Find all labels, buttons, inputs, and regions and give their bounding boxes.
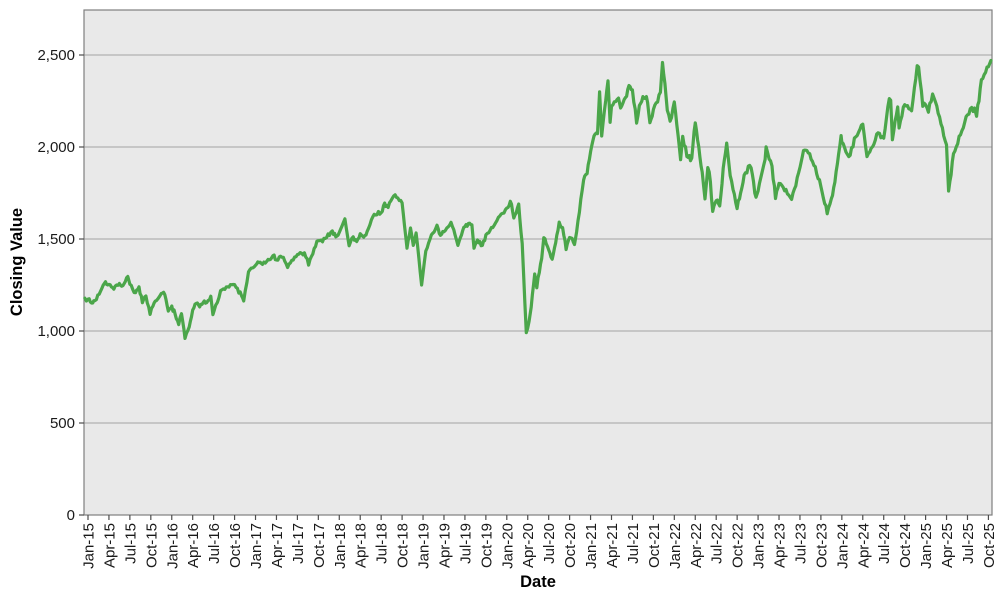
y-axis-title: Closing Value — [8, 208, 26, 316]
series-line-closing-value — [83, 58, 993, 340]
plot-border — [83, 9, 993, 516]
x-tick-label: Jan-19 — [416, 523, 433, 569]
x-tick-label: Apr-21 — [604, 523, 621, 568]
x-tick-label: Jul-21 — [625, 523, 642, 564]
x-tick-label: Oct-20 — [562, 523, 579, 568]
x-tick-label: Jan-25 — [918, 523, 935, 569]
x-tick-label: Jul-20 — [541, 523, 558, 564]
x-tick-label: Oct-17 — [311, 523, 328, 568]
x-tick-label: Apr-20 — [520, 523, 537, 568]
x-tick-label: Jul-25 — [960, 523, 977, 564]
x-tick-label: Oct-21 — [646, 523, 663, 568]
x-tick-label: Oct-19 — [478, 523, 495, 568]
y-tick-label: 0 — [67, 507, 75, 524]
x-tick-label: Oct-16 — [227, 523, 244, 568]
x-tick-label: Jul-18 — [374, 523, 391, 564]
x-tick-label: Apr-16 — [185, 523, 202, 568]
x-tick-label: Apr-19 — [436, 523, 453, 568]
x-tick-label: Jan-24 — [834, 523, 851, 569]
y-tick-label: 2,500 — [37, 47, 75, 64]
x-tick-label: Jan-23 — [751, 523, 768, 569]
x-tick-label: Jul-16 — [206, 523, 223, 564]
x-tick-label: Apr-25 — [939, 523, 956, 568]
x-tick-label: Jul-17 — [290, 523, 307, 564]
x-tick-label: Oct-24 — [897, 523, 914, 568]
x-tick-label: Apr-15 — [101, 523, 118, 568]
x-tick-label: Jan-22 — [667, 523, 684, 569]
x-tick-label: Jul-19 — [457, 523, 474, 564]
x-tick-label: Oct-22 — [730, 523, 747, 568]
x-tick-label: Apr-23 — [772, 523, 789, 568]
y-tick-label: 1,500 — [37, 231, 75, 248]
x-tick-label: Oct-18 — [395, 523, 412, 568]
x-tick-label: Jul-22 — [709, 523, 726, 564]
x-tick-label: Jan-17 — [248, 523, 265, 569]
x-tick-label: Jul-23 — [792, 523, 809, 564]
x-tick-label: Apr-17 — [269, 523, 286, 568]
x-tick-label: Oct-23 — [813, 523, 830, 568]
x-axis-title: Date — [520, 573, 556, 591]
x-tick-label: Jan-20 — [499, 523, 516, 569]
x-tick-label: Apr-24 — [855, 523, 872, 568]
x-tick-label: Jan-21 — [583, 523, 600, 569]
y-tick-label: 500 — [50, 415, 75, 432]
x-tick-label: Jan-16 — [164, 523, 181, 569]
x-tick-label: Apr-22 — [688, 523, 705, 568]
y-tick-label: 1,000 — [37, 323, 75, 340]
y-tick-label: 2,000 — [37, 139, 75, 156]
x-tick-label: Jan-15 — [81, 523, 98, 569]
plot-background — [84, 10, 992, 515]
x-tick-label: Jul-15 — [122, 523, 139, 564]
x-tick-label: Oct-15 — [143, 523, 160, 568]
x-tick-label: Jul-24 — [876, 523, 893, 564]
x-tick-label: Apr-18 — [353, 523, 370, 568]
x-tick-label: Oct-25 — [981, 523, 998, 568]
x-tick-label: Jan-18 — [332, 523, 349, 569]
